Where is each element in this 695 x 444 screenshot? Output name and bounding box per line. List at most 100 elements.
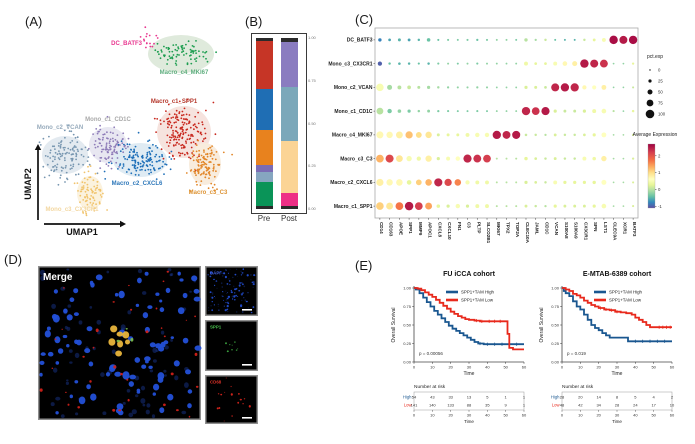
expression-colorbar <box>647 143 656 209</box>
bar-segment <box>256 38 273 41</box>
panel-e-label: (E) <box>355 258 373 273</box>
km-legend-label: SPP1+TAM Low <box>461 298 494 303</box>
row-label: Macro_c3_C3 <box>340 156 372 162</box>
gene-label: FN1 <box>457 222 462 231</box>
km-ytick: 1.00 <box>551 286 560 291</box>
cluster-label: Macro_c2_CXCL6 <box>112 181 163 187</box>
spp1-channel-image: SPP1 <box>205 320 258 371</box>
dotplot-dots <box>376 35 638 211</box>
km-xtick: 20 <box>448 365 453 370</box>
risk-value: 28 <box>560 395 565 400</box>
km-curves <box>414 287 524 351</box>
channel-label: Merge <box>43 272 73 283</box>
km-legend: SPP1+TAM High SPP1+TAM Low <box>446 290 495 303</box>
km-ytick: 1.00 <box>403 286 412 291</box>
bar-segment <box>281 205 298 209</box>
gene-label: APOE <box>398 222 403 235</box>
km-ytick: 0.50 <box>551 323 560 328</box>
km-xtick: 0 <box>413 365 416 370</box>
risk-value: 4 <box>653 395 656 400</box>
cd68-channel-image: CD68 <box>205 375 258 424</box>
km-ytick: 0.50 <box>403 323 412 328</box>
risk-xlabel: Time <box>464 419 474 424</box>
bar-segment <box>281 42 298 87</box>
gene-label: BATF3 <box>632 222 637 237</box>
km-ytick: 0.00 <box>551 360 560 365</box>
risk-value: 9 <box>505 403 508 408</box>
scale-bar <box>242 364 252 366</box>
channel-label: CD68 <box>210 379 222 384</box>
pct-legend-value: 50 <box>658 90 663 95</box>
risk-value: 141 <box>411 403 418 408</box>
km-xtick: 20 <box>596 365 601 370</box>
km-xtick: 10 <box>578 365 583 370</box>
bar-segment <box>256 89 273 131</box>
scale-bar <box>242 309 252 311</box>
bar-axis-tick: 0.50 <box>308 120 316 126</box>
km-ytick: 0.25 <box>551 341 560 346</box>
km-axes: 1.00 0.75 0.50 0.25 0.000 10 20 30 40 50 60 <box>551 286 675 370</box>
cluster-halo <box>148 35 214 73</box>
stacked-bar-pre <box>256 38 273 209</box>
row-label: Mono_c2_VCAN <box>334 85 373 91</box>
panel-c-label: (C) <box>355 12 374 27</box>
risk-xtick: 40 <box>485 413 490 418</box>
gene-label: SLCO2B1 <box>486 222 491 244</box>
gene-label: CLEC9A <box>613 222 618 241</box>
risk-table-title: Number at risk <box>414 384 446 390</box>
km-pvalue: p = 0.019 <box>567 351 586 356</box>
km-curve <box>562 287 672 329</box>
km-ylabel: Overall Survival <box>539 307 545 342</box>
km-xtick: 50 <box>503 365 508 370</box>
km-xtick: 10 <box>430 365 435 370</box>
bar-segment <box>256 181 273 206</box>
risk-value: 1 <box>523 395 526 400</box>
cluster-label: Mono_c2_VCAN <box>37 125 83 131</box>
km-title: E-MTAB-6389 cohort <box>583 271 652 278</box>
risk-row-label: Low <box>404 403 413 408</box>
gene-label: CX3CR1 <box>583 222 588 241</box>
pct-legend-value: 25 <box>658 79 663 84</box>
gene-label: CXCL10 <box>447 222 452 240</box>
image-signal <box>207 268 256 314</box>
bar-segment <box>256 165 273 173</box>
image-signal <box>216 377 251 422</box>
cluster-label: Macro_c1_SPP1 <box>151 99 198 105</box>
scale-bar <box>242 417 252 419</box>
km-xtick: 0 <box>561 365 564 370</box>
risk-value: 33 <box>448 395 453 400</box>
km-xtick: 40 <box>633 365 638 370</box>
km-xtick: 30 <box>615 365 620 370</box>
risk-value: 42 <box>578 403 583 408</box>
risk-row-label: Low <box>552 403 561 408</box>
km-xtick: 60 <box>522 365 527 370</box>
pct-legend-title: pct.exp <box>647 54 663 60</box>
colorbar-tick: -1 <box>658 204 662 209</box>
km-curve <box>414 287 524 346</box>
pct-legend-value: 0 <box>658 68 661 73</box>
gene-label: SPP1 <box>408 222 413 234</box>
km-curve <box>562 287 672 343</box>
km-ytick: 0.00 <box>403 360 412 365</box>
risk-row-label: High <box>551 395 560 400</box>
cluster-label: Macro_c4_MKI67 <box>160 70 209 76</box>
pct-legend-value: 100 <box>658 112 666 117</box>
stacked-bar-post <box>281 38 298 209</box>
gene-label: TPX2 <box>506 222 511 234</box>
bar-category-label: Pre <box>257 214 271 223</box>
risk-value: 43 <box>430 395 435 400</box>
risk-value: 1 <box>505 395 508 400</box>
dapi-channel-image: DAPI <box>205 266 258 316</box>
km-xlabel: Time <box>612 371 623 377</box>
gene-label: XCR1 <box>622 222 627 235</box>
km-curves <box>562 287 672 343</box>
dotplot-frame <box>374 27 639 219</box>
risk-table-title: Number at risk <box>562 384 594 390</box>
risk-value: 8 <box>616 395 619 400</box>
gene-label: PLTP <box>476 222 481 233</box>
bar-segment <box>256 205 273 209</box>
bar-segment <box>281 192 298 206</box>
umap-halos <box>42 35 221 210</box>
colorbar-tick: 2 <box>658 153 661 158</box>
row-label: Macro_c4_MKI67 <box>332 133 373 139</box>
